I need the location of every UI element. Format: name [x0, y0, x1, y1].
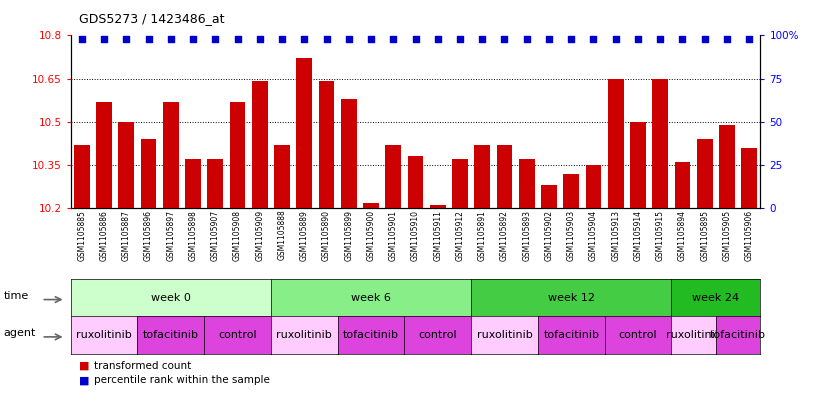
Point — [632, 36, 645, 42]
Text: ruxolitinib: ruxolitinib — [277, 330, 332, 340]
Bar — [185, 159, 201, 208]
Point — [475, 36, 489, 42]
Point — [743, 36, 756, 42]
Point — [342, 36, 356, 42]
Text: agent: agent — [3, 328, 36, 338]
Bar — [586, 165, 602, 208]
Bar — [430, 206, 445, 208]
Text: tofacitinib: tofacitinib — [343, 330, 399, 340]
Text: ruxolitinib: ruxolitinib — [477, 330, 533, 340]
Text: transformed count: transformed count — [94, 361, 191, 371]
Bar — [719, 125, 735, 208]
Point — [97, 36, 111, 42]
Text: tofacitinib: tofacitinib — [543, 330, 599, 340]
Text: control: control — [219, 330, 257, 340]
Text: time: time — [3, 291, 29, 301]
Point — [364, 36, 377, 42]
Bar — [652, 79, 668, 208]
Bar — [630, 122, 646, 208]
Text: ruxolitinib: ruxolitinib — [76, 330, 132, 340]
Text: GDS5273 / 1423486_at: GDS5273 / 1423486_at — [79, 12, 224, 25]
Bar — [608, 79, 623, 208]
Point — [431, 36, 445, 42]
Bar — [341, 99, 356, 208]
Point — [253, 36, 267, 42]
Point — [297, 36, 311, 42]
Point — [454, 36, 467, 42]
Bar — [475, 145, 490, 208]
Point — [654, 36, 667, 42]
Point — [698, 36, 711, 42]
Bar — [675, 162, 691, 208]
Text: ■: ■ — [79, 375, 90, 385]
Text: percentile rank within the sample: percentile rank within the sample — [94, 375, 270, 385]
Bar — [452, 159, 468, 208]
Text: ■: ■ — [79, 361, 90, 371]
Point — [564, 36, 578, 42]
Bar — [252, 81, 268, 208]
Bar — [297, 59, 312, 208]
Bar — [363, 202, 379, 208]
Point — [275, 36, 288, 42]
Bar — [96, 102, 112, 208]
Text: week 6: week 6 — [351, 293, 391, 303]
Text: ruxolitinib: ruxolitinib — [666, 330, 721, 340]
Point — [409, 36, 422, 42]
Bar — [408, 156, 423, 208]
Text: week 24: week 24 — [692, 293, 740, 303]
Point — [186, 36, 199, 42]
Point — [164, 36, 177, 42]
Point — [75, 36, 88, 42]
Bar — [229, 102, 245, 208]
Bar — [497, 145, 512, 208]
Bar — [519, 159, 534, 208]
Text: control: control — [419, 330, 457, 340]
Point — [209, 36, 222, 42]
Text: control: control — [619, 330, 657, 340]
Point — [609, 36, 622, 42]
Bar — [319, 81, 334, 208]
Text: week 0: week 0 — [150, 293, 190, 303]
Point — [498, 36, 511, 42]
Point — [320, 36, 333, 42]
Text: tofacitinib: tofacitinib — [143, 330, 199, 340]
Point — [520, 36, 534, 42]
Text: week 12: week 12 — [548, 293, 595, 303]
Point — [676, 36, 689, 42]
Text: tofacitinib: tofacitinib — [711, 330, 766, 340]
Point — [120, 36, 133, 42]
Point — [231, 36, 244, 42]
Bar — [563, 174, 579, 208]
Bar — [74, 145, 90, 208]
Point — [386, 36, 400, 42]
Bar — [140, 139, 156, 208]
Point — [543, 36, 556, 42]
Point — [587, 36, 600, 42]
Bar — [697, 139, 712, 208]
Point — [720, 36, 734, 42]
Bar — [274, 145, 290, 208]
Bar — [386, 145, 401, 208]
Bar — [741, 148, 757, 208]
Point — [142, 36, 155, 42]
Bar — [541, 185, 557, 208]
Bar — [163, 102, 179, 208]
Bar — [208, 159, 223, 208]
Bar — [119, 122, 134, 208]
